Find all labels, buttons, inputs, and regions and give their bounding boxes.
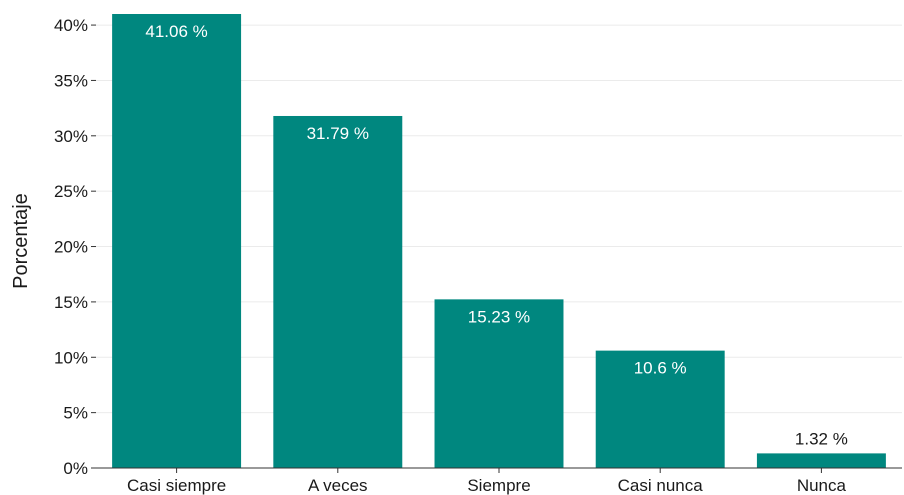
bars-group [112,14,886,469]
data-label: 41.06 % [145,22,207,41]
data-label: 15.23 % [468,307,530,326]
y-axis-label: Porcentaje [10,193,32,289]
x-tick-label: Casi nunca [618,476,704,495]
data-label: 10.6 % [634,359,687,378]
x-axis-ticks: Casi siempre A veces Siempre Casi nunca Nunc… [127,468,847,495]
x-tick-label: Nunca [797,476,847,495]
y-tick-label: 30% [54,127,88,146]
y-tick-label: 40% [54,16,88,35]
bar [595,350,725,468]
data-labels: 41.06 % 31.79 % 15.23 % 10.6 % 1.32 % [145,22,847,448]
bar [112,14,242,468]
y-tick-label: 25% [54,182,88,201]
x-tick-label: Siempre [467,476,530,495]
data-label: 31.79 % [307,124,369,143]
y-tick-label: 0% [63,459,88,478]
y-tick-label: 20% [54,238,88,257]
y-tick-label: 15% [54,293,88,312]
y-tick-label: 35% [54,71,88,90]
y-tick-label: 5% [63,404,88,423]
bar [273,115,403,469]
bar [756,453,886,468]
data-label: 1.32 % [795,429,848,448]
y-tick-label: 10% [54,348,88,367]
bar [434,299,564,468]
x-tick-label: A veces [308,476,368,495]
x-tick-label: Casi siempre [127,476,226,495]
y-axis-ticks: 0% 5% 10% 15% 20% 25% 30% 35% 40% [54,16,96,478]
